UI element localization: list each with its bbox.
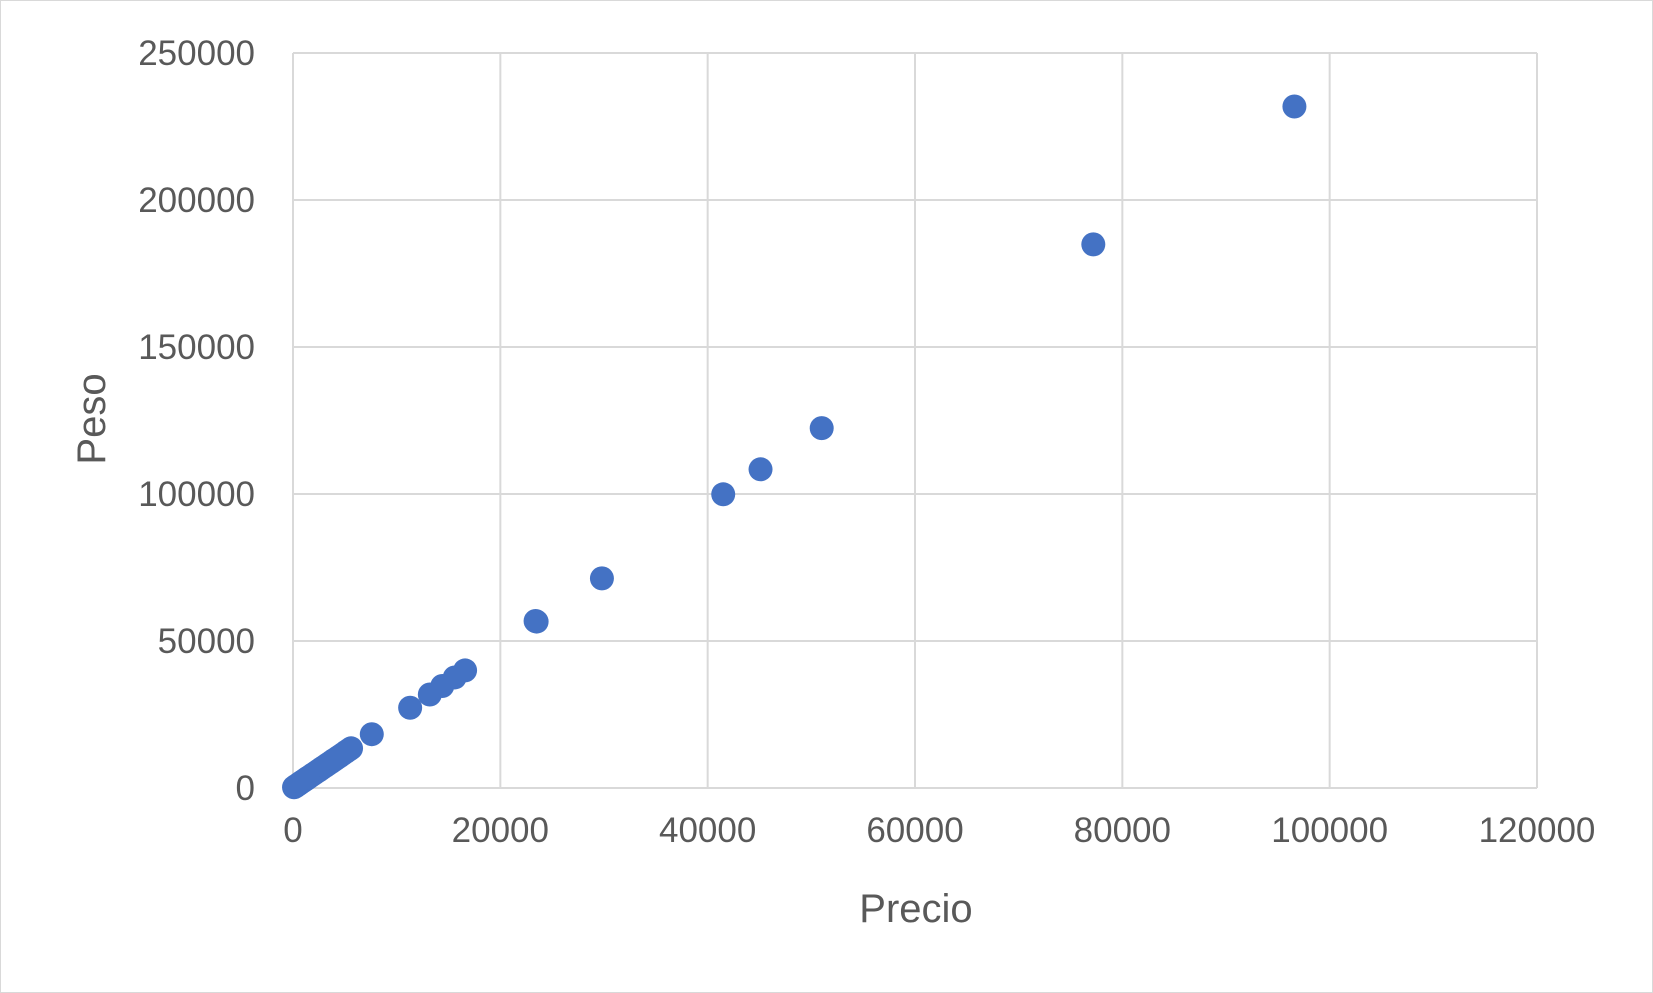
y-tick-label: 150000: [138, 328, 255, 367]
y-axis-title: Peso: [70, 373, 114, 464]
data-point: [453, 658, 478, 683]
x-tick-label: 20000: [452, 811, 549, 850]
y-tick-label: 50000: [158, 622, 255, 661]
data-point: [809, 416, 834, 441]
y-tick-label: 250000: [138, 34, 255, 73]
data-point: [339, 736, 364, 761]
y-tick-label: 200000: [138, 181, 255, 220]
gridlines: [292, 52, 1538, 788]
y-tick-label: 0: [236, 769, 255, 808]
x-tick-label: 100000: [1271, 811, 1388, 850]
data-point: [711, 482, 736, 507]
x-tick-label: 80000: [1074, 811, 1171, 850]
x-axis-title: Precio: [859, 887, 972, 931]
x-tick-label: 60000: [866, 811, 963, 850]
data-point: [523, 609, 548, 634]
y-tick-label: 100000: [138, 475, 255, 514]
data-point: [748, 457, 773, 482]
x-tick-label: 0: [283, 811, 302, 850]
data-point: [1282, 94, 1307, 119]
data-point: [1081, 232, 1106, 257]
tick-labels: 0 20000 40000 60000 80000 100000 120000 0 50000 1…: [138, 34, 1595, 850]
x-tick-label: 120000: [1479, 811, 1596, 850]
data-point: [359, 722, 384, 747]
x-tick-label: 40000: [659, 811, 756, 850]
data-points: [282, 94, 1307, 800]
data-point: [589, 566, 614, 591]
data-point: [398, 695, 423, 720]
